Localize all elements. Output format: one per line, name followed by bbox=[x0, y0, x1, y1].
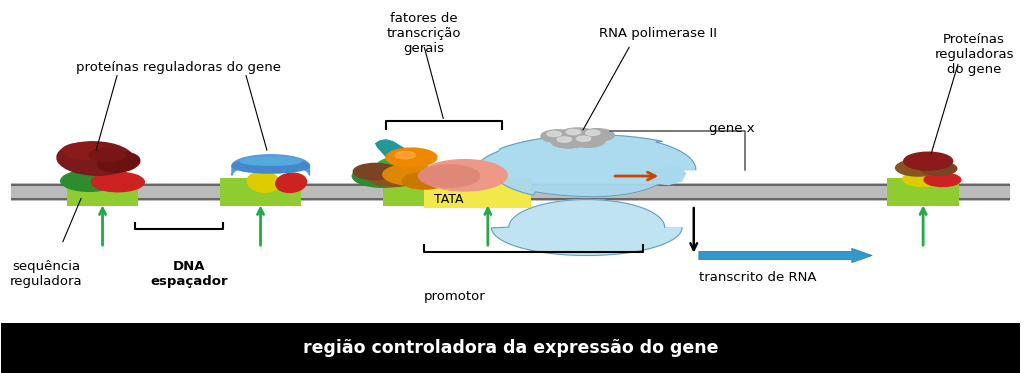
Circle shape bbox=[541, 130, 575, 142]
Circle shape bbox=[547, 131, 561, 137]
FancyBboxPatch shape bbox=[220, 178, 301, 206]
Circle shape bbox=[60, 170, 118, 191]
Circle shape bbox=[377, 157, 426, 175]
Circle shape bbox=[903, 172, 943, 186]
Circle shape bbox=[402, 173, 447, 189]
Text: sequência
reguladora: sequência reguladora bbox=[10, 260, 83, 288]
Polygon shape bbox=[476, 135, 695, 197]
Circle shape bbox=[419, 165, 479, 187]
Text: DNA
espaçador: DNA espaçador bbox=[151, 260, 228, 288]
FancyBboxPatch shape bbox=[11, 184, 1010, 186]
Text: gene x: gene x bbox=[709, 122, 755, 135]
Circle shape bbox=[896, 160, 940, 176]
Text: RNA polimerase II: RNA polimerase II bbox=[599, 27, 717, 40]
FancyBboxPatch shape bbox=[67, 178, 138, 206]
FancyBboxPatch shape bbox=[383, 178, 434, 206]
Circle shape bbox=[577, 136, 591, 141]
Text: TATA: TATA bbox=[434, 193, 463, 206]
Polygon shape bbox=[492, 200, 682, 256]
Polygon shape bbox=[232, 155, 309, 175]
FancyArrow shape bbox=[698, 248, 872, 263]
Circle shape bbox=[560, 128, 595, 141]
Circle shape bbox=[921, 162, 956, 175]
Circle shape bbox=[422, 160, 507, 191]
Circle shape bbox=[352, 165, 414, 187]
Text: transcrito de RNA: transcrito de RNA bbox=[698, 272, 816, 284]
Ellipse shape bbox=[241, 157, 301, 165]
Circle shape bbox=[368, 168, 419, 186]
Circle shape bbox=[570, 135, 605, 147]
Text: promotor: promotor bbox=[423, 290, 485, 303]
Circle shape bbox=[91, 172, 144, 192]
Text: Proteínas
reguladoras
do gene: Proteínas reguladoras do gene bbox=[934, 32, 1014, 76]
Text: fatores de
transcrição
gerais: fatores de transcrição gerais bbox=[386, 12, 461, 55]
Circle shape bbox=[924, 173, 961, 186]
Circle shape bbox=[557, 137, 571, 142]
Circle shape bbox=[89, 148, 126, 162]
Ellipse shape bbox=[247, 172, 280, 192]
Circle shape bbox=[904, 152, 952, 170]
FancyBboxPatch shape bbox=[1, 323, 1020, 373]
Circle shape bbox=[586, 130, 600, 135]
FancyBboxPatch shape bbox=[888, 178, 958, 206]
Polygon shape bbox=[376, 140, 409, 159]
FancyBboxPatch shape bbox=[11, 183, 1010, 201]
Circle shape bbox=[580, 129, 614, 141]
Circle shape bbox=[395, 151, 416, 159]
Ellipse shape bbox=[57, 142, 134, 175]
Circle shape bbox=[61, 143, 106, 159]
Text: proteínas reguladoras do gene: proteínas reguladoras do gene bbox=[77, 61, 282, 73]
Polygon shape bbox=[648, 166, 686, 185]
Circle shape bbox=[383, 164, 440, 185]
Ellipse shape bbox=[232, 159, 309, 173]
Text: região controladora da expressão do gene: região controladora da expressão do gene bbox=[302, 339, 718, 357]
FancyBboxPatch shape bbox=[424, 178, 530, 208]
Ellipse shape bbox=[275, 173, 306, 192]
Ellipse shape bbox=[98, 152, 140, 172]
FancyBboxPatch shape bbox=[11, 198, 1010, 200]
Circle shape bbox=[551, 135, 586, 148]
Circle shape bbox=[566, 129, 581, 135]
Circle shape bbox=[386, 148, 437, 167]
Circle shape bbox=[353, 163, 398, 180]
